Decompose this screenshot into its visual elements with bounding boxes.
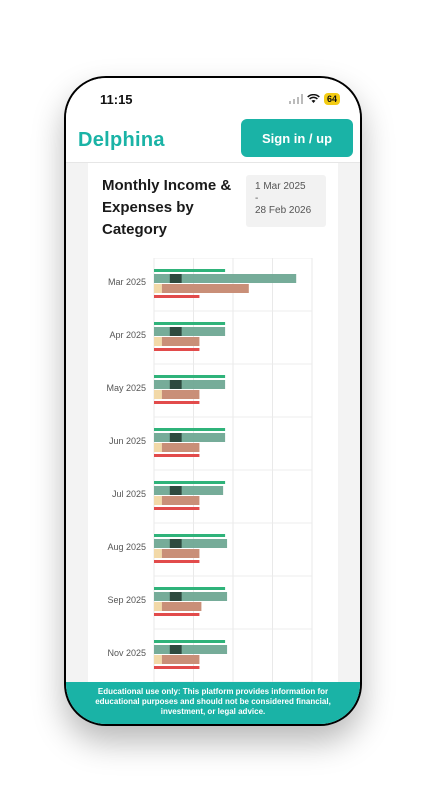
bar-series-4 <box>161 337 200 346</box>
bar-series-1 <box>154 380 226 389</box>
bar-series-2 <box>169 274 182 283</box>
bar-series-5 <box>154 560 200 563</box>
bar-series-5 <box>154 613 200 616</box>
bar-series-5 <box>154 507 200 510</box>
battery-icon: 64 <box>323 93 340 105</box>
date-range-picker[interactable]: 1 Mar 2025 - 28 Feb 2026 <box>246 175 326 227</box>
bar-series-3 <box>154 496 162 505</box>
bar-series-4 <box>161 602 202 611</box>
bar-series-2 <box>169 486 182 495</box>
phone-screen: 11:15 64 Delphina Sign in / up <box>66 78 360 724</box>
bar-series-3 <box>154 337 162 346</box>
bar-series-3 <box>154 549 162 558</box>
y-tick-label: Aug 2025 <box>107 542 146 552</box>
bar-series-0 <box>154 640 226 643</box>
chart-card: Monthly Income & Expenses by Category 1 … <box>88 163 338 682</box>
app-logo[interactable]: Delphina <box>78 129 165 151</box>
bar-series-1 <box>154 327 226 336</box>
disclaimer-banner: Educational use only: This platform prov… <box>66 682 360 724</box>
bar-series-2 <box>169 327 182 336</box>
y-tick-label: Jun 2025 <box>109 436 146 446</box>
bar-series-1 <box>154 486 224 495</box>
bar-series-2 <box>169 380 182 389</box>
bar-series-2 <box>169 592 182 601</box>
bar-series-0 <box>154 269 226 272</box>
bar-series-4 <box>161 443 200 452</box>
bar-series-0 <box>154 481 226 484</box>
bar-series-0 <box>154 322 226 325</box>
bar-series-4 <box>161 496 200 505</box>
status-icons: 64 <box>288 92 340 106</box>
y-tick-label: Jul 2025 <box>112 489 146 499</box>
income-expense-chart: Mar 2025 Apr 2025 May 2025 Jun 2025 Jul 2025… <box>106 258 313 682</box>
sign-in-button[interactable]: Sign in / up <box>241 119 353 157</box>
bar-series-0 <box>154 428 226 431</box>
phone-frame: 11:15 64 Delphina Sign in / up <box>64 76 362 726</box>
bar-series-3 <box>154 655 162 664</box>
bar-series-1 <box>154 645 228 654</box>
bar-series-0 <box>154 534 226 537</box>
y-tick-label: Sep 2025 <box>107 595 146 605</box>
bar-series-5 <box>154 295 200 298</box>
wifi-icon <box>307 94 320 103</box>
bar-series-1 <box>154 592 228 601</box>
date-separator: - <box>255 193 259 204</box>
bar-series-3 <box>154 443 162 452</box>
y-tick-label: Mar 2025 <box>108 277 146 287</box>
bar-series-3 <box>154 390 162 399</box>
status-bar: 11:15 64 <box>66 78 360 118</box>
bar-series-2 <box>169 539 182 548</box>
chart-title: Monthly Income & Expenses by Category <box>102 177 232 238</box>
bar-series-5 <box>154 401 200 404</box>
bar-series-4 <box>161 549 200 558</box>
signal-icon <box>288 94 303 104</box>
date-from: 1 Mar 2025 <box>255 181 306 192</box>
bar-series-5 <box>154 454 200 457</box>
app-header: Delphina Sign in / up <box>66 118 360 163</box>
bar-series-3 <box>154 284 162 293</box>
bar-series-1 <box>154 274 297 283</box>
bar-series-4 <box>161 390 200 399</box>
bar-series-5 <box>154 348 200 351</box>
bar-series-2 <box>169 433 182 442</box>
bar-series-4 <box>161 284 249 293</box>
bar-series-1 <box>154 433 226 442</box>
main-content[interactable]: Monthly Income & Expenses by Category 1 … <box>66 163 360 682</box>
bar-series-4 <box>161 655 200 664</box>
bar-series-0 <box>154 375 226 378</box>
date-to: 28 Feb 2026 <box>255 205 312 216</box>
bar-series-3 <box>154 602 162 611</box>
status-time: 11:15 <box>100 92 133 107</box>
bar-series-5 <box>154 666 200 669</box>
bar-series-1 <box>154 539 228 548</box>
bar-series-2 <box>169 645 182 654</box>
bar-series-0 <box>154 587 226 590</box>
y-tick-label: May 2025 <box>106 383 146 393</box>
y-tick-label: Apr 2025 <box>109 330 146 340</box>
y-tick-label: Nov 2025 <box>107 648 146 658</box>
